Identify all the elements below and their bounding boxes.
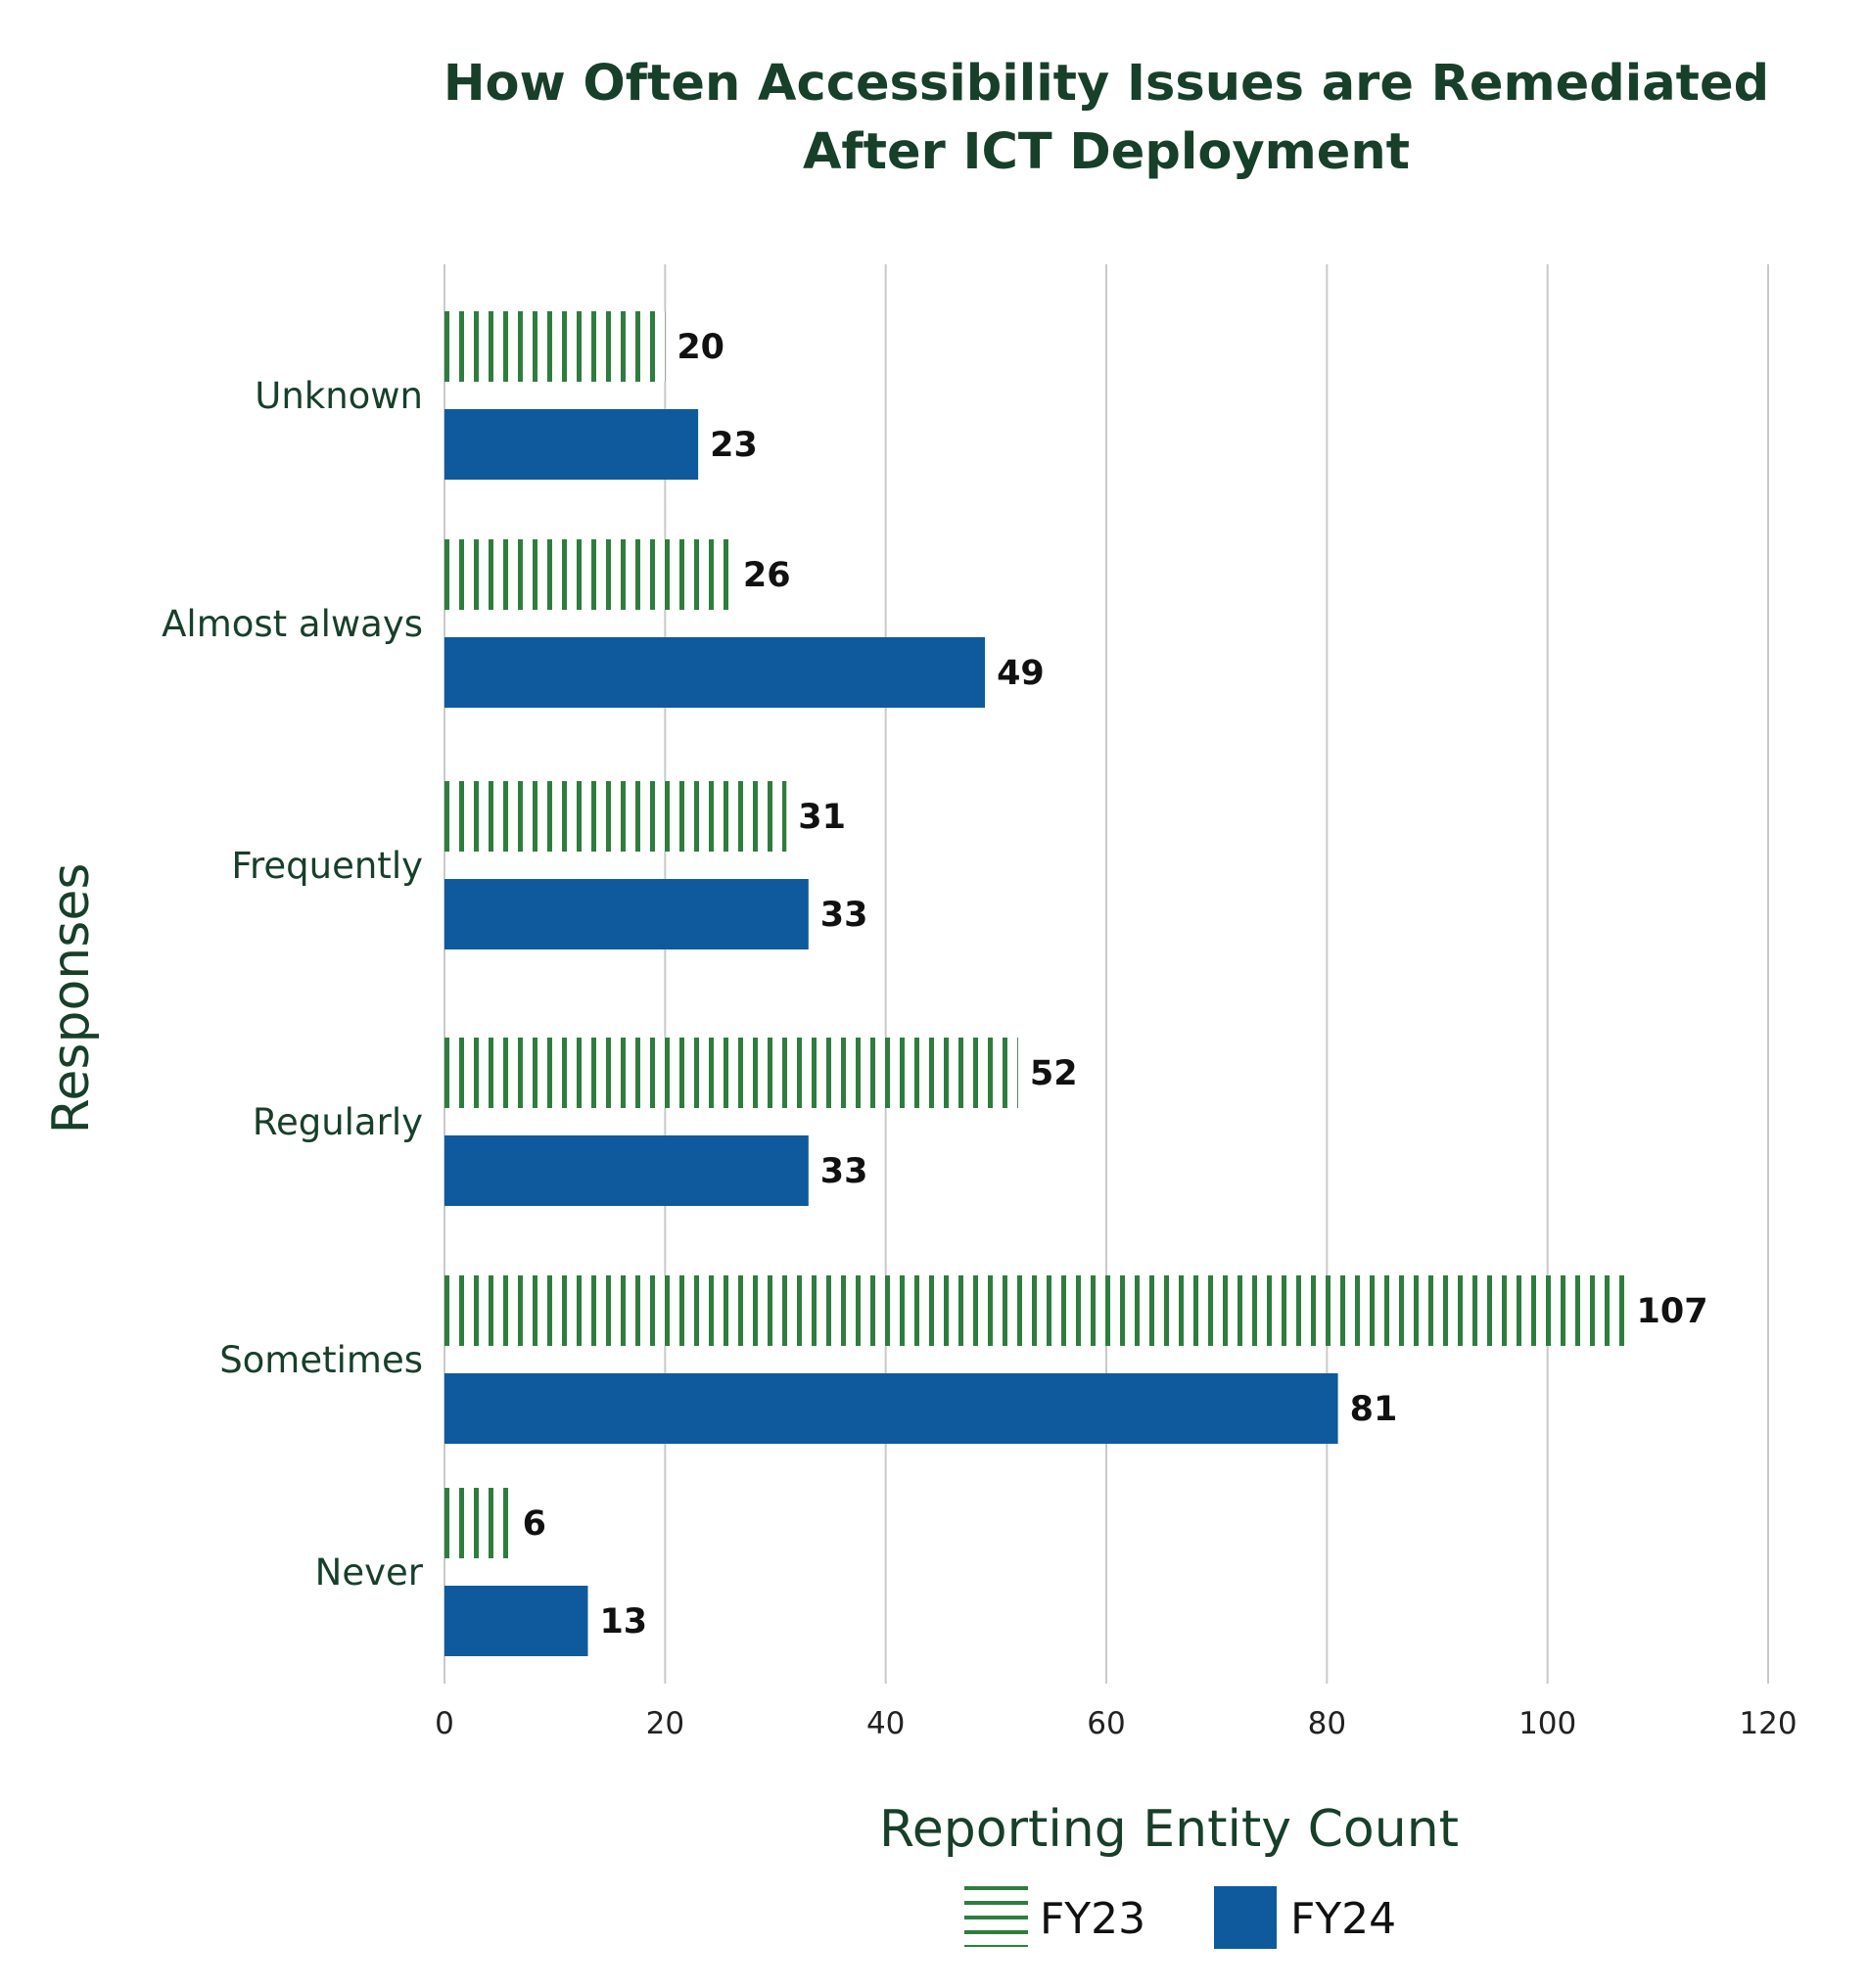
data-label-fy24-almost-always: 49 — [997, 654, 1045, 693]
bars — [444, 311, 1625, 1656]
data-label-fy23-never: 6 — [523, 1504, 546, 1544]
x-tick-label: 40 — [866, 1706, 905, 1741]
legend-swatch-fy24 — [1214, 1886, 1277, 1949]
x-tick-label: 100 — [1518, 1706, 1576, 1741]
data-label-fy24-never: 13 — [599, 1602, 647, 1641]
bar-fy23-regularly — [444, 1038, 1018, 1108]
category-label-never: Never — [315, 1551, 424, 1594]
bar-fy24-regularly — [444, 1135, 809, 1206]
bar-fy24-frequently — [444, 879, 809, 949]
bar-fy23-never — [444, 1488, 511, 1558]
data-label-fy23-sometimes: 107 — [1637, 1292, 1708, 1331]
legend-label-fy23: FY23 — [1040, 1894, 1145, 1944]
data-label-fy24-regularly: 33 — [820, 1152, 868, 1191]
gridlines — [444, 264, 1769, 1684]
data-label-fy24-unknown: 23 — [710, 426, 758, 465]
bar-fy23-unknown — [444, 311, 666, 382]
bar-fy23-frequently — [444, 781, 787, 852]
data-label-fy23-regularly: 52 — [1030, 1054, 1078, 1093]
x-tick-label: 120 — [1739, 1706, 1797, 1741]
legend: FY23 FY24 — [964, 1886, 1396, 1949]
x-tick-label: 0 — [435, 1706, 454, 1741]
bar-fy24-almost-always — [444, 637, 986, 708]
x-tick-label: 80 — [1308, 1706, 1346, 1741]
category-label-frequently: Frequently — [231, 845, 423, 887]
category-label-almost-always: Almost always — [162, 603, 423, 645]
legend-label-fy24: FY24 — [1290, 1894, 1396, 1944]
bar-fy23-almost-always — [444, 539, 731, 610]
category-label-unknown: Unknown — [255, 375, 423, 417]
x-tick-label: 20 — [646, 1706, 684, 1741]
bar-fy23-sometimes — [444, 1275, 1625, 1346]
x-axis-title: Reporting Entity Count — [879, 1800, 1459, 1859]
data-label-fy23-frequently: 31 — [798, 798, 846, 837]
chart-title-line-2: After ICT Deployment — [803, 123, 1410, 181]
y-axis-title: Responses — [42, 863, 101, 1134]
bar-fy24-never — [444, 1586, 588, 1656]
bar-fy24-sometimes — [444, 1373, 1338, 1444]
category-label-sometimes: Sometimes — [219, 1339, 423, 1381]
data-labels: 20 26 31 52 107 6 23 49 33 33 81 13 — [523, 328, 1708, 1641]
data-label-fy23-unknown: 20 — [677, 328, 724, 367]
category-label-regularly: Regularly — [253, 1101, 423, 1143]
data-label-fy23-almost-always: 26 — [743, 556, 791, 595]
data-label-fy24-sometimes: 81 — [1350, 1390, 1398, 1429]
bar-fy24-unknown — [444, 409, 699, 480]
chart-title-line-1: How Often Accessibility Issues are Remed… — [444, 55, 1769, 113]
data-label-fy24-frequently: 33 — [820, 896, 868, 935]
x-tick-label: 60 — [1087, 1706, 1125, 1741]
legend-swatch-fy23 — [964, 1886, 1028, 1947]
category-labels: Unknown Almost always Frequently Regularly S… — [162, 375, 424, 1594]
x-tick-labels: 0 20 40 60 80 100 120 — [435, 1706, 1797, 1741]
